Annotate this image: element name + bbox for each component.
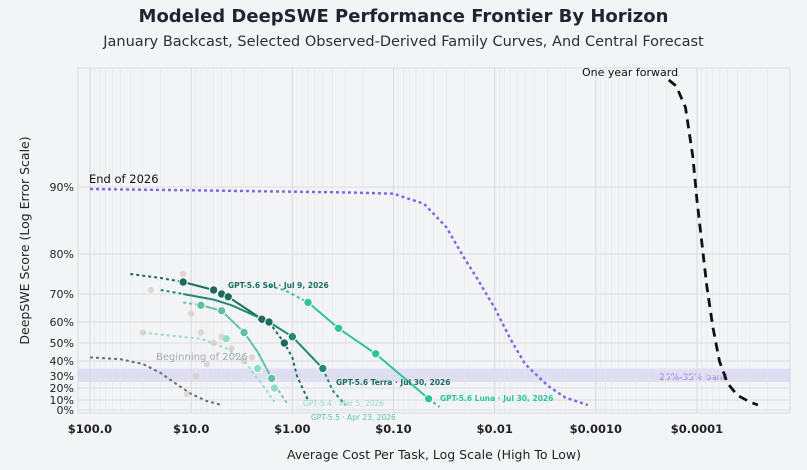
series-line xyxy=(183,301,289,406)
series-line xyxy=(321,368,346,406)
series-line xyxy=(307,301,430,400)
data-point xyxy=(203,360,211,368)
series-line xyxy=(667,78,759,407)
data-point xyxy=(370,349,381,359)
data-point xyxy=(196,300,206,310)
label-gpt56-luna: GPT-5.6 Luna · Jul 30, 2026 xyxy=(440,394,553,403)
data-point xyxy=(192,372,199,380)
x-axis-label: Average Cost Per Task, Log Scale (High T… xyxy=(287,447,581,462)
band-label: 25%-35% band xyxy=(659,373,728,383)
data-point xyxy=(208,285,219,295)
series-line xyxy=(268,321,309,401)
data-point xyxy=(333,323,344,333)
data-point xyxy=(210,339,217,347)
data-point xyxy=(178,277,188,287)
data-point xyxy=(216,306,227,316)
y-tick-label: 60% xyxy=(50,316,74,329)
x-tick-label: $10.0 xyxy=(173,422,209,436)
data-point xyxy=(287,332,298,342)
x-tick-label: $0.10 xyxy=(375,422,411,436)
y-tick-label: 10% xyxy=(50,394,74,407)
label-beginning-of-2026: Beginning of 2026 xyxy=(156,352,248,363)
chart-subtitle: January Backcast, Selected Observed-Deri… xyxy=(103,34,704,50)
x-tick-label: $0.0010 xyxy=(570,422,622,436)
series-line xyxy=(89,187,589,407)
data-point xyxy=(248,354,256,361)
data-point xyxy=(139,329,147,336)
data-point xyxy=(252,363,263,374)
x-tick-label: $1.00 xyxy=(274,422,310,436)
data-point xyxy=(318,363,328,374)
data-point xyxy=(240,357,248,365)
x-tick-label: $100.0 xyxy=(68,422,112,436)
data-point xyxy=(264,317,274,327)
y-axis-label: DeepSWE Score (Log Error Scale) xyxy=(17,136,32,344)
data-point xyxy=(269,383,280,393)
data-point xyxy=(423,394,434,404)
data-point xyxy=(228,345,235,352)
x-tick-label: $0.0001 xyxy=(671,422,723,436)
y-tick-label: 0% xyxy=(57,404,74,417)
series-line xyxy=(130,273,184,283)
data-point xyxy=(303,297,313,308)
data-point xyxy=(183,390,191,398)
data-point xyxy=(179,270,187,278)
series-line xyxy=(183,293,324,370)
label-gpt55: GPT-5.5 · Apr 23, 2026 xyxy=(311,413,396,422)
series-line xyxy=(160,289,184,295)
label-gpt54: GPT-5.4 · Mar 5, 2026 xyxy=(303,399,384,408)
label-gpt56-sol: GPT-5.6 Sol · Jul 9, 2026 xyxy=(228,281,329,290)
data-point xyxy=(279,338,290,348)
data-point xyxy=(266,373,277,384)
y-tick-label: 80% xyxy=(50,248,74,261)
label-gpt56-terra: GPT-5.6 Terra · Jul 30, 2026 xyxy=(336,378,451,387)
y-tick-label: 40% xyxy=(50,355,74,368)
data-point xyxy=(218,333,225,340)
y-tick-label: 50% xyxy=(50,337,74,350)
label-end-of-2026: End of 2026 xyxy=(89,172,159,186)
chart-title: Modeled DeepSWE Performance Frontier By … xyxy=(138,6,669,27)
data-point xyxy=(187,310,195,317)
data-point xyxy=(239,327,249,338)
y-tick-label: 70% xyxy=(50,288,74,301)
y-tick-label: 30% xyxy=(50,370,74,383)
data-point xyxy=(223,292,233,302)
series-line xyxy=(142,331,276,403)
y-tick-label: 90% xyxy=(50,181,74,194)
y-tick-label: 20% xyxy=(50,382,74,395)
x-tick-label: $0.01 xyxy=(476,422,512,436)
label-one-year-forward: One year forward xyxy=(582,66,678,79)
data-point xyxy=(197,329,205,336)
data-point xyxy=(147,286,155,294)
